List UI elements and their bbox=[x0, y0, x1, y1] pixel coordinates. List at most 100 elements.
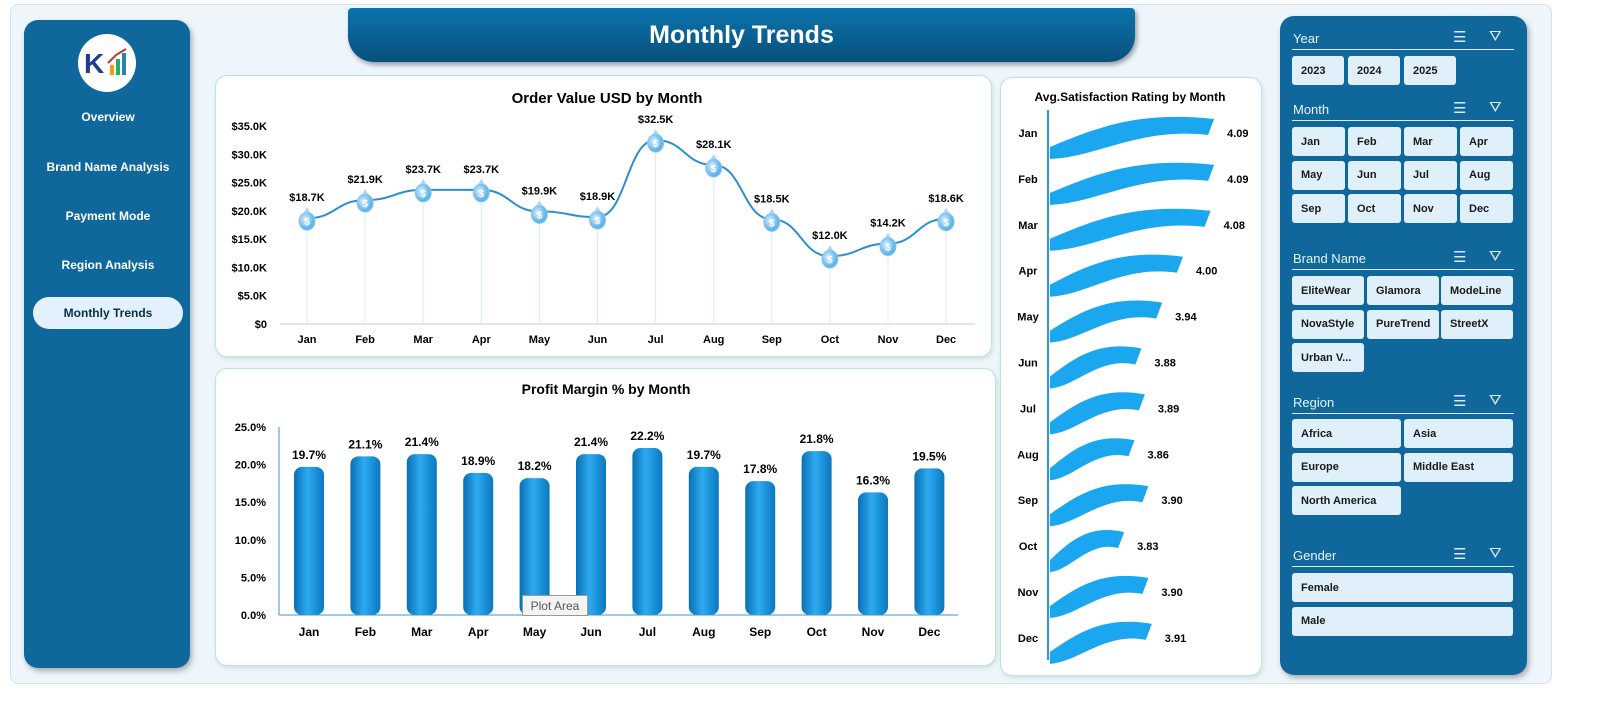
multi-select-icon[interactable]: ☰ bbox=[1453, 100, 1467, 117]
slicer-item[interactable]: PureTrend bbox=[1367, 309, 1439, 339]
data-label: 19.7% bbox=[687, 448, 721, 462]
x-tick-label: Sep bbox=[762, 334, 782, 346]
slicer-item[interactable]: Jun bbox=[1348, 160, 1401, 190]
x-tick-label: Sep bbox=[749, 625, 771, 639]
svg-text:$: $ bbox=[711, 164, 717, 175]
slicer-item[interactable]: 2024 bbox=[1348, 56, 1400, 85]
x-tick-label: Jun bbox=[580, 625, 601, 639]
y-tick-label: 10.0% bbox=[235, 535, 266, 547]
x-tick-label: Oct bbox=[807, 625, 827, 639]
order-value-line bbox=[306, 139, 947, 258]
multi-select-icon[interactable]: ☰ bbox=[1453, 29, 1467, 46]
nav-region-analysis[interactable]: Region Analysis bbox=[61, 258, 155, 272]
svg-text:$: $ bbox=[827, 255, 833, 266]
x-tick-label: Dec bbox=[918, 625, 940, 639]
clear-filter-icon[interactable]: ⛛ bbox=[1489, 248, 1502, 265]
data-label: $21.9K bbox=[347, 174, 383, 186]
slicer-item[interactable]: Oct bbox=[1348, 194, 1401, 223]
slicer-header-region: Region ☰ ⛛ bbox=[1292, 392, 1514, 414]
y-tick-label: Jul bbox=[1020, 403, 1036, 415]
slicer-item[interactable]: ModeLine bbox=[1441, 276, 1513, 305]
svg-text:$: $ bbox=[653, 139, 659, 150]
money-bag-icon: $ bbox=[414, 178, 432, 203]
slicer-item[interactable]: Mar bbox=[1404, 127, 1457, 156]
slicer-title: Brand Name bbox=[1293, 251, 1366, 266]
slicer-item[interactable]: Urban V... bbox=[1292, 343, 1364, 372]
data-label: $19.9K bbox=[522, 185, 558, 197]
data-label: 18.2% bbox=[518, 459, 552, 473]
svg-text:K: K bbox=[84, 48, 104, 79]
multi-select-icon[interactable]: ☰ bbox=[1453, 393, 1467, 410]
slicer-item[interactable]: Dec bbox=[1460, 194, 1513, 223]
multi-select-icon[interactable]: ☰ bbox=[1453, 249, 1467, 266]
data-label: 3.88 bbox=[1154, 358, 1175, 370]
slicer-item[interactable]: Nov bbox=[1404, 194, 1457, 223]
nav-monthly-trends[interactable]: Monthly Trends bbox=[33, 297, 183, 329]
slicer-item[interactable]: 2023 bbox=[1292, 56, 1344, 85]
slicer-item[interactable]: Apr bbox=[1460, 127, 1513, 156]
x-tick-label: May bbox=[529, 334, 551, 346]
slicer-item[interactable]: North America bbox=[1292, 486, 1401, 515]
slicer-item[interactable]: StreetX bbox=[1441, 309, 1513, 339]
bar bbox=[745, 481, 776, 615]
y-tick-label: Sep bbox=[1018, 495, 1038, 507]
clear-filter-icon[interactable]: ⛛ bbox=[1489, 99, 1502, 116]
clear-filter-icon[interactable]: ⛛ bbox=[1489, 545, 1502, 562]
slicer-panel: Year ☰ ⛛ 2023 2024 2025 Month ☰ ⛛ Jan Feb Mar Apr May… bbox=[1280, 16, 1527, 675]
y-tick-label: $15.0K bbox=[232, 234, 268, 246]
slicer-item[interactable]: Asia bbox=[1404, 419, 1513, 448]
slicer-title: Year bbox=[1293, 31, 1320, 46]
slicer-item[interactable]: 2025 bbox=[1404, 56, 1456, 85]
flag-bar bbox=[1050, 529, 1125, 573]
nav-payment-mode[interactable]: Payment Mode bbox=[65, 209, 151, 223]
svg-text:$: $ bbox=[537, 210, 543, 221]
x-tick-label: Jan bbox=[298, 334, 317, 346]
data-label: 16.3% bbox=[856, 473, 890, 487]
slicer-item[interactable]: May bbox=[1292, 160, 1345, 190]
slicer-item[interactable]: Male bbox=[1292, 606, 1513, 636]
slicer-item[interactable]: Jul bbox=[1404, 160, 1457, 190]
satisfaction-title: Avg.Satisfaction Rating by Month bbox=[1035, 90, 1226, 104]
y-tick-label: $0 bbox=[255, 319, 267, 331]
x-tick-label: Dec bbox=[936, 334, 956, 346]
sidebar: K Overview Brand Name Analysis Payment M… bbox=[24, 20, 190, 668]
slicer-item[interactable]: Glamora bbox=[1367, 276, 1439, 305]
slicer-item[interactable]: Jan bbox=[1292, 127, 1345, 156]
y-tick-label: Jun bbox=[1018, 358, 1038, 370]
slicer-item[interactable]: EliteWear bbox=[1292, 276, 1364, 305]
flag-bar bbox=[1050, 392, 1145, 435]
slicer-item[interactable]: Europe bbox=[1292, 452, 1401, 482]
data-label: 3.89 bbox=[1158, 403, 1179, 415]
data-label: 3.90 bbox=[1161, 495, 1182, 507]
slicer-item[interactable]: Sep bbox=[1292, 194, 1345, 223]
multi-select-icon[interactable]: ☰ bbox=[1453, 546, 1467, 563]
flag-bar bbox=[1050, 438, 1135, 481]
slicer-item[interactable]: Feb bbox=[1348, 127, 1401, 156]
y-tick-label: Nov bbox=[1018, 587, 1040, 599]
slicer-item[interactable]: Aug bbox=[1460, 160, 1513, 190]
svg-text:$: $ bbox=[595, 216, 601, 227]
x-tick-label: May bbox=[523, 625, 547, 639]
y-tick-label: 20.0% bbox=[235, 460, 266, 472]
page-title: Monthly Trends bbox=[348, 8, 1135, 62]
svg-text:$: $ bbox=[479, 189, 485, 200]
x-tick-label: Feb bbox=[355, 625, 376, 639]
y-tick-label: Apr bbox=[1019, 266, 1039, 278]
nav-overview[interactable]: Overview bbox=[81, 110, 135, 124]
data-label: 17.8% bbox=[743, 462, 777, 476]
data-label: $18.5K bbox=[754, 193, 790, 205]
x-tick-label: Jun bbox=[588, 334, 608, 346]
x-tick-label: Apr bbox=[472, 334, 492, 346]
y-tick-label: Feb bbox=[1018, 174, 1038, 186]
clear-filter-icon[interactable]: ⛛ bbox=[1489, 28, 1502, 45]
slicer-item[interactable]: Middle East bbox=[1404, 452, 1513, 482]
slicer-item[interactable]: Africa bbox=[1292, 419, 1401, 448]
slicer-item[interactable]: Female bbox=[1292, 573, 1513, 602]
money-bag-icon: $ bbox=[821, 245, 839, 269]
bar bbox=[519, 478, 550, 615]
y-tick-label: 5.0% bbox=[241, 572, 266, 584]
nav-brand-name-analysis[interactable]: Brand Name Analysis bbox=[46, 160, 170, 174]
flag-bar bbox=[1050, 162, 1215, 205]
clear-filter-icon[interactable]: ⛛ bbox=[1489, 392, 1502, 409]
slicer-item[interactable]: NovaStyle bbox=[1292, 309, 1364, 339]
